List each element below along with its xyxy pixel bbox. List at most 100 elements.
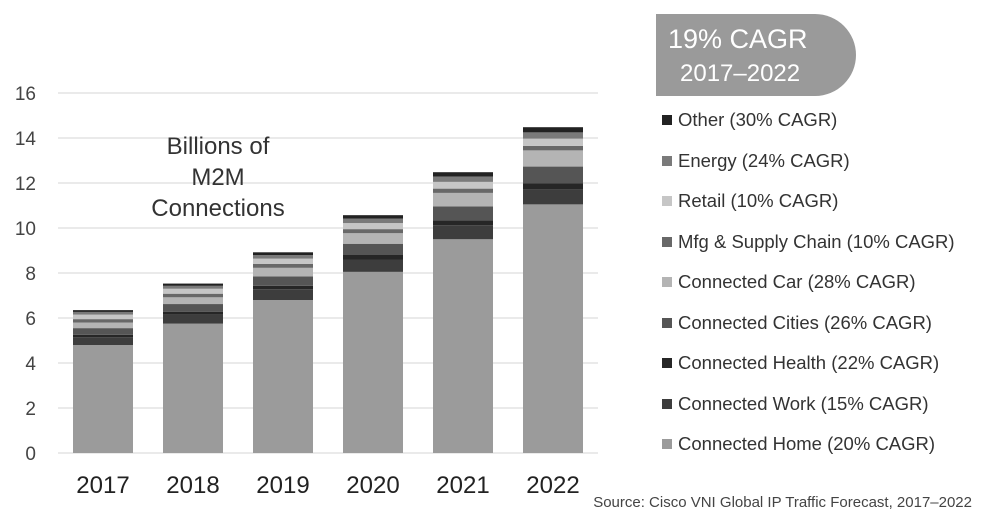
- bar-segment: [73, 345, 133, 453]
- legend-swatch: [662, 439, 672, 449]
- y-tick-label: 14: [15, 129, 37, 150]
- source-note: Source: Cisco VNI Global IP Traffic Fore…: [593, 494, 972, 511]
- bar-segment: [523, 127, 583, 133]
- cagr-badge-rate: 19% CAGR: [668, 24, 808, 54]
- legend-swatch: [662, 398, 672, 409]
- bar-segment: [523, 189, 583, 205]
- bar-segment: [433, 192, 493, 207]
- bar-segment: [163, 293, 223, 298]
- legend-swatch: [662, 115, 672, 125]
- legend-item: Connected Car (28% CAGR): [662, 270, 916, 294]
- legend-item: Connected Home (20% CAGR): [662, 432, 935, 456]
- legend-item: Connected Health (22% CAGR): [662, 351, 939, 375]
- bar-segment: [523, 132, 583, 139]
- bar-segment: [163, 285, 223, 289]
- chart-inner-title: Billions of M2M Connections: [118, 131, 318, 224]
- bar-segment: [433, 206, 493, 221]
- legend-swatch: [662, 277, 672, 287]
- bar-segment: [253, 255, 313, 259]
- bar-segment: [523, 166, 583, 184]
- cagr-badge: 19% CAGR 2017–2022: [656, 14, 856, 96]
- bar-segment: [433, 188, 493, 193]
- bar-segment: [343, 271, 403, 453]
- legend-label: Connected Home (20% CAGR): [678, 433, 936, 454]
- bar-segment: [73, 334, 133, 338]
- legend-label: Retail (10% CAGR): [678, 190, 839, 211]
- bar-segment: [253, 258, 313, 264]
- y-tick-label: 0: [25, 444, 36, 465]
- y-tick-label: 12: [15, 174, 36, 195]
- x-tick-label: 2018: [166, 472, 219, 499]
- legend-label: Connected Health (22% CAGR): [678, 352, 940, 373]
- legend-item: Retail (10% CAGR): [662, 189, 838, 213]
- bar-segment: [163, 323, 223, 453]
- gridlines: [58, 92, 598, 454]
- x-tick-label: 2017: [76, 472, 129, 499]
- x-tick-label: 2021: [436, 472, 489, 499]
- bars: [73, 127, 583, 453]
- legend-label: Mfg & Supply Chain (10% CAGR): [678, 230, 955, 252]
- bar-segment: [343, 233, 403, 244]
- legend-swatch: [662, 358, 672, 368]
- legend-label: Energy (24% CAGR): [678, 149, 850, 171]
- bar-segment: [163, 314, 223, 324]
- bar-segment: [433, 176, 493, 182]
- y-tick-label: 4: [25, 354, 36, 375]
- bar-segment: [343, 229, 403, 234]
- bar-segment: [73, 337, 133, 345]
- bar-segment: [343, 243, 403, 255]
- bar-segment: [523, 150, 583, 167]
- legend-item: Connected Cities (26% CAGR): [662, 311, 932, 335]
- legend-label: Other (30% CAGR): [678, 109, 838, 130]
- bar-segment: [73, 322, 133, 329]
- y-tick-label: 2: [25, 399, 36, 420]
- x-tick-label: 2020: [346, 472, 399, 499]
- bar-segment: [253, 300, 313, 453]
- bar-segment: [73, 310, 133, 312]
- x-axis-ticks: 2017 2018 2019 2020 2021 2022: [76, 472, 579, 499]
- bar-segment: [433, 181, 493, 189]
- bar-segment: [343, 259, 403, 272]
- inner-title-line-3: Connections: [151, 195, 285, 222]
- bar-segment: [73, 328, 133, 335]
- bar-segment: [253, 264, 313, 268]
- legend-label: Connected Car (28% CAGR): [678, 271, 916, 292]
- legend-item: Energy (24% CAGR): [662, 149, 850, 173]
- legend-label: Connected Work (15% CAGR): [678, 392, 929, 414]
- bar-segment: [73, 319, 133, 323]
- bar-segment: [523, 138, 583, 146]
- y-tick-label: 6: [25, 309, 36, 330]
- y-tick-label: 10: [15, 219, 36, 240]
- bar-segment: [253, 289, 313, 300]
- bar-segment: [343, 255, 403, 260]
- bar-segment: [523, 183, 583, 190]
- bar-segment: [433, 172, 493, 177]
- bar-segment: [253, 285, 313, 290]
- inner-title-line-2: M2M: [191, 164, 245, 191]
- bar-segment: [163, 311, 223, 315]
- bar-segment: [343, 223, 403, 230]
- bar-segment: [433, 225, 493, 240]
- legend-item: Connected Work (15% CAGR): [662, 392, 929, 416]
- bar-segment: [523, 204, 583, 453]
- bar-segment: [433, 220, 493, 226]
- x-tick-label: 2022: [526, 472, 579, 499]
- legend-swatch: [662, 155, 672, 166]
- bar-segment: [343, 215, 403, 219]
- y-axis-ticks: 0 2 4 6 8 10 12 14 16: [15, 84, 37, 465]
- bar-segment: [73, 314, 133, 320]
- bar-segment: [253, 276, 313, 286]
- legend-label: Connected Cities (26% CAGR): [678, 311, 932, 333]
- bar-segment: [163, 297, 223, 305]
- bar-segment: [433, 239, 493, 453]
- cagr-badge-period: 2017–2022: [680, 60, 801, 87]
- inner-title-line-1: Billions of: [166, 133, 270, 160]
- legend-item: Other (30% CAGR): [662, 108, 837, 132]
- bar-segment: [163, 288, 223, 294]
- x-tick-label: 2019: [256, 472, 309, 499]
- bar-segment: [523, 145, 583, 151]
- legend-swatch: [662, 196, 672, 206]
- legend-item: Mfg & Supply Chain (10% CAGR): [662, 230, 955, 254]
- bar-segment: [253, 267, 313, 277]
